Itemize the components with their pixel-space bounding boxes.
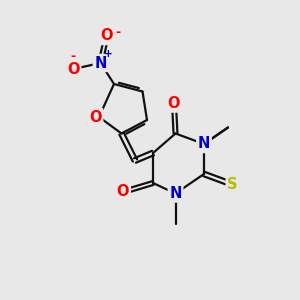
Text: N: N [198,136,210,152]
Text: O: O [89,110,102,124]
Text: O: O [168,96,180,111]
Text: +: + [103,49,112,59]
Text: -: - [115,26,121,39]
Text: -: - [70,50,76,63]
Text: O: O [100,28,113,44]
Text: N: N [94,56,107,70]
Text: S: S [227,177,238,192]
Text: N: N [169,186,182,201]
Text: O: O [67,61,80,76]
Text: O: O [117,184,129,200]
